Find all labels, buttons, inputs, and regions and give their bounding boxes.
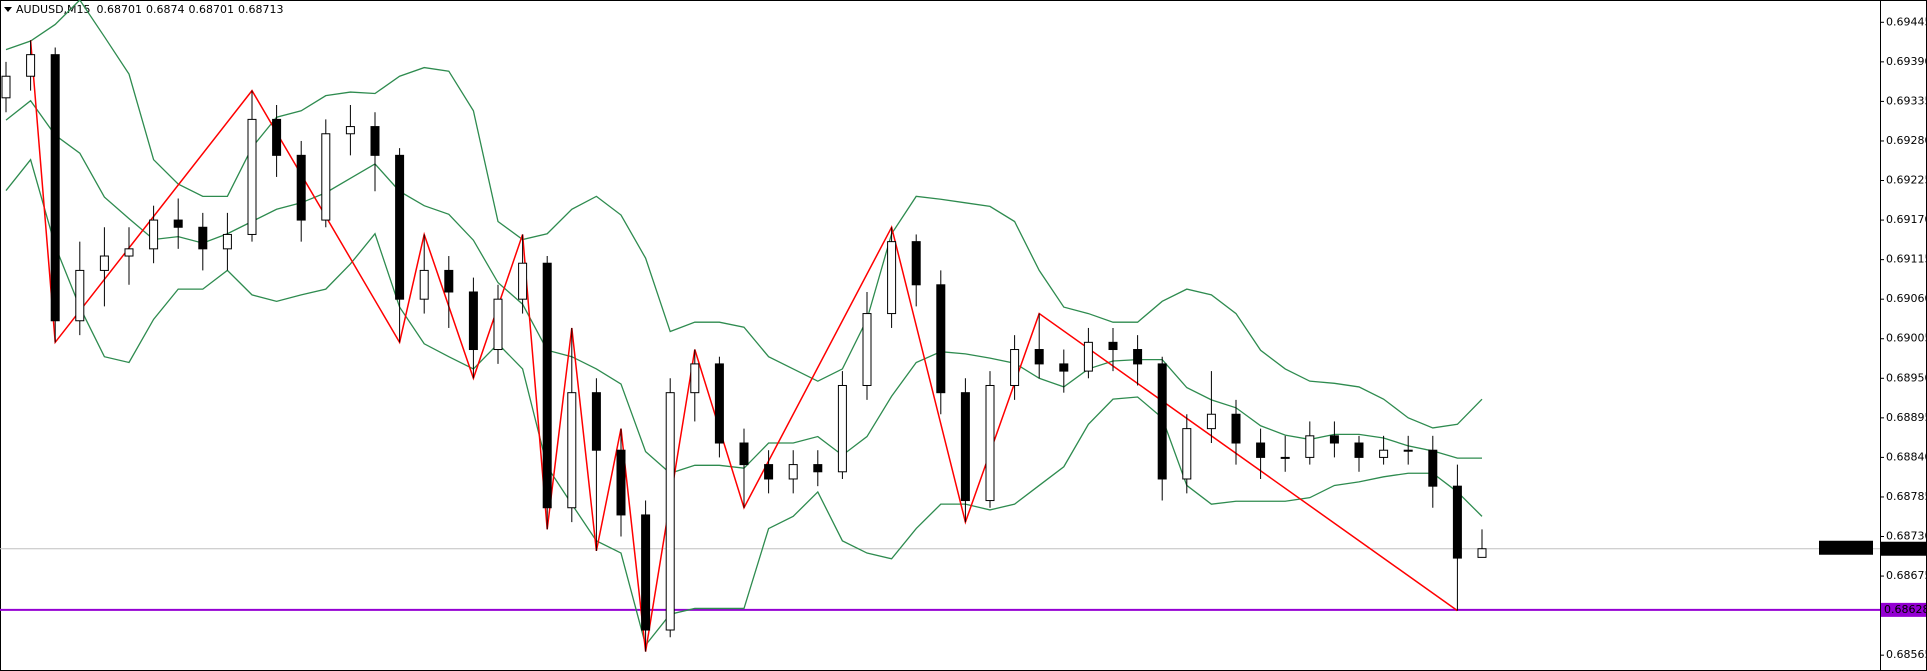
candle-body — [1305, 435, 1315, 458]
candle-body — [468, 291, 478, 351]
candle-body — [960, 392, 970, 502]
candle-body — [1034, 349, 1044, 365]
candle-body — [1428, 449, 1438, 487]
candle-body — [1133, 349, 1143, 365]
candle-body — [149, 219, 159, 250]
candle-body — [1231, 413, 1241, 444]
candle-body — [690, 363, 700, 394]
candle-body — [911, 241, 921, 286]
candle-body — [272, 118, 282, 156]
candle-body — [1206, 413, 1216, 430]
symbol: AUDUSD,M15 — [16, 3, 91, 16]
candle-body — [665, 392, 675, 631]
y-tick-label: 0.69445 — [1886, 15, 1927, 28]
candle-body — [936, 284, 946, 394]
plot-area — [0, 0, 1880, 652]
candle-body — [641, 514, 651, 631]
candle-body — [887, 241, 897, 315]
candle-body — [345, 126, 355, 135]
candle-body — [862, 313, 872, 386]
candle-body — [493, 298, 503, 351]
candle-body — [1329, 435, 1339, 444]
candle-body — [739, 442, 749, 466]
candle-body — [321, 133, 331, 221]
y-tick-label: 0.69280 — [1886, 134, 1927, 147]
candle-body — [1477, 548, 1487, 558]
candle-body — [616, 449, 626, 516]
bollinger-band — [5, 158, 1483, 647]
y-tick-label: 0.68675 — [1886, 569, 1927, 582]
level-label: 0.68628 — [1884, 603, 1927, 616]
header-low: 0.68701 — [189, 3, 235, 16]
y-tick-label: 0.69225 — [1886, 174, 1927, 187]
indicator-box — [1819, 540, 1873, 555]
candle-body — [75, 269, 85, 322]
y-tick-label: 0.69115 — [1886, 253, 1927, 266]
y-tick-label: 0.68950 — [1886, 371, 1927, 384]
candle-body — [813, 464, 823, 473]
candle-body — [1354, 442, 1364, 458]
candle-body — [788, 464, 798, 480]
candle-body — [99, 255, 109, 271]
candle-body — [296, 154, 306, 221]
candle-body — [370, 126, 380, 156]
y-tick-label: 0.69060 — [1886, 292, 1927, 305]
candle-body — [985, 384, 995, 502]
candle-body — [1108, 341, 1118, 351]
candle-body — [1083, 341, 1093, 372]
candle-body — [1157, 363, 1167, 480]
candle-body — [444, 269, 454, 293]
y-tick-label: 0.68730 — [1886, 530, 1927, 543]
candle-body — [1, 75, 11, 99]
candle-body — [542, 262, 552, 509]
candle-body — [1182, 428, 1192, 480]
header-high: 0.6874 — [146, 3, 185, 16]
current-price-label: 0.68713 — [1884, 542, 1927, 555]
zigzag — [29, 40, 1458, 652]
candle-body — [198, 226, 208, 250]
candle-body — [173, 219, 183, 228]
candle-body — [1379, 449, 1389, 458]
candle-body — [26, 54, 36, 77]
candle-body — [1059, 363, 1069, 372]
y-tick-label: 0.68785 — [1886, 490, 1927, 503]
candle-body — [1010, 349, 1020, 386]
header-open: 0.68701 — [97, 3, 143, 16]
y-tick-label: 0.68895 — [1886, 411, 1927, 424]
chart-header: AUDUSD,M15 0.68701 0.6874 0.68701 0.68713 — [16, 3, 284, 16]
candle-body — [567, 392, 577, 509]
candle-body — [395, 154, 405, 300]
y-tick-label: 0.69335 — [1886, 94, 1927, 107]
menu-arrow[interactable] — [4, 7, 12, 12]
candle-body — [714, 363, 724, 444]
candle-body — [1403, 449, 1413, 452]
current-price-box — [1881, 541, 1926, 556]
candle-body — [837, 384, 847, 473]
candle-body — [764, 464, 774, 480]
y-tick-label: 0.68840 — [1886, 450, 1927, 463]
candle-body — [50, 54, 60, 322]
candle-body — [1256, 442, 1266, 458]
candle-body — [247, 118, 257, 235]
indicator-label: BB ON — [1828, 541, 1863, 554]
candle-body — [518, 262, 528, 300]
candle-body — [591, 392, 601, 451]
candle-body — [1280, 456, 1290, 459]
candle-body — [222, 233, 232, 250]
candle-body — [1452, 485, 1462, 559]
header-close: 0.68713 — [238, 3, 284, 16]
level-box — [1881, 602, 1926, 617]
y-tick-label: 0.69005 — [1886, 332, 1927, 345]
candle-body — [124, 248, 134, 257]
y-tick-label: 0.69390 — [1886, 55, 1927, 68]
candle-body — [419, 269, 429, 300]
y-tick-label: 0.68565 — [1886, 648, 1927, 661]
y-tick-label: 0.69170 — [1886, 213, 1927, 226]
